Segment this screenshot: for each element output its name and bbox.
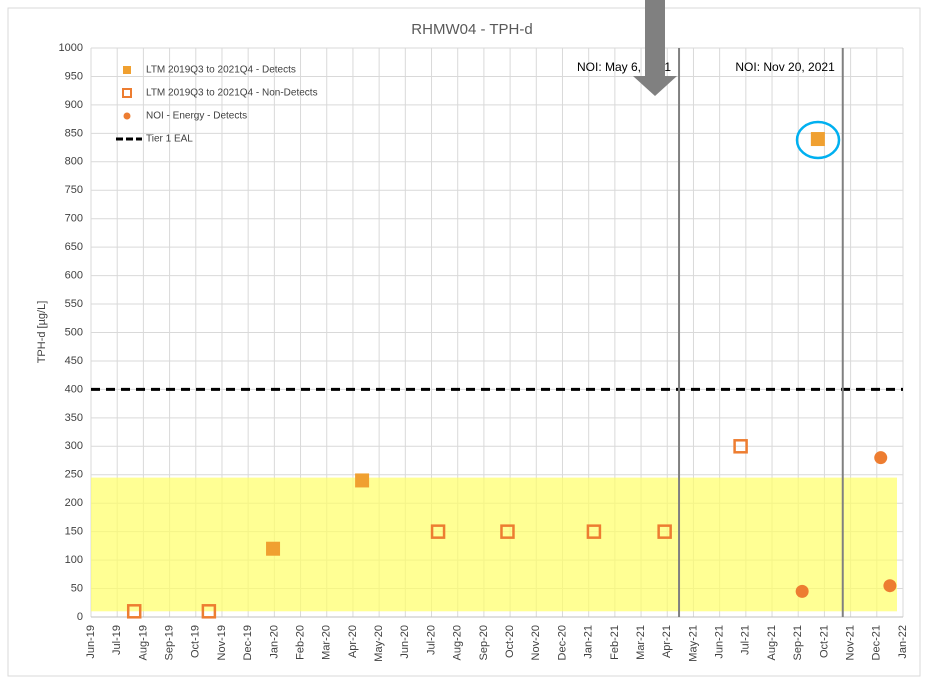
legend-marker xyxy=(122,88,132,98)
x-tick-label: Feb-20 xyxy=(294,625,306,660)
x-tick-label: Jul-21 xyxy=(740,625,752,655)
legend-label: LTM 2019Q3 to 2021Q4 - Non-Detects xyxy=(146,88,318,99)
point xyxy=(266,541,281,556)
x-tick-label: May-21 xyxy=(687,625,699,662)
point xyxy=(810,132,825,147)
y-tick-label: 700 xyxy=(65,213,83,225)
legend-marker xyxy=(123,66,131,74)
legend-label: LTM 2019Q3 to 2021Q4 - Detects xyxy=(146,65,296,76)
point xyxy=(874,451,888,465)
x-tick-label: Jan-21 xyxy=(583,625,595,659)
x-tick-label: Mar-20 xyxy=(321,625,333,660)
x-tick-label: Nov-20 xyxy=(530,625,542,660)
point xyxy=(795,584,809,598)
arrow-shaft xyxy=(645,0,665,76)
x-tick-label: Apr-20 xyxy=(347,625,359,658)
x-tick-label: Jul-20 xyxy=(425,625,437,655)
y-tick-label: 400 xyxy=(65,383,83,395)
y-tick-label: 650 xyxy=(65,241,83,253)
y-axis-label: TPH-d [µg/L] xyxy=(36,301,48,364)
x-tick-label: Jun-19 xyxy=(85,625,97,659)
chart-title: RHMW04 - TPH-d xyxy=(411,21,532,38)
x-tick-label: Oct-20 xyxy=(504,625,516,658)
x-tick-label: Sep-21 xyxy=(792,625,804,660)
x-tick-label: Dec-20 xyxy=(556,625,568,660)
y-tick-label: 150 xyxy=(65,526,83,538)
legend-label: Tier 1 EAL xyxy=(146,134,193,145)
x-tick-label: Jan-20 xyxy=(268,625,280,659)
x-tick-label: Sep-19 xyxy=(163,625,175,660)
y-tick-label: 600 xyxy=(65,270,83,282)
point xyxy=(657,524,672,539)
point xyxy=(355,473,370,488)
y-tick-label: 250 xyxy=(65,469,83,481)
y-tick-label: 750 xyxy=(65,184,83,196)
band xyxy=(91,477,897,612)
x-tick-label: Jun-21 xyxy=(714,625,726,659)
legend-label: NOI - Energy - Detects xyxy=(146,111,247,122)
y-tick-label: 100 xyxy=(65,554,83,566)
point xyxy=(733,439,748,454)
x-tick-label: May-20 xyxy=(373,625,385,662)
y-tick-label: 550 xyxy=(65,298,83,310)
y-tick-label: 350 xyxy=(65,412,83,424)
x-tick-label: Dec-19 xyxy=(242,625,254,660)
point xyxy=(430,524,446,539)
point xyxy=(126,604,142,619)
y-tick-label: 500 xyxy=(65,326,83,338)
x-tick-label: Aug-21 xyxy=(766,625,778,660)
x-tick-label: Oct-21 xyxy=(818,625,830,658)
y-tick-label: 0 xyxy=(77,611,83,623)
y-tick-label: 950 xyxy=(65,70,83,82)
y-tick-label: 450 xyxy=(65,355,83,367)
point xyxy=(883,579,897,593)
y-tick-label: 50 xyxy=(71,582,83,594)
y-tick-label: 300 xyxy=(65,440,83,452)
x-tick-label: Aug-19 xyxy=(137,625,149,660)
arrow-head xyxy=(633,76,677,96)
x-tick-label: Jan-22 xyxy=(897,625,909,659)
point xyxy=(201,604,217,619)
x-tick-label: Oct-19 xyxy=(190,625,202,658)
y-tick-label: 200 xyxy=(65,497,83,509)
x-tick-label: Sep-20 xyxy=(478,625,490,660)
event-label: NOI: Nov 20, 2021 xyxy=(735,60,835,74)
x-tick-label: Nov-21 xyxy=(845,625,857,660)
y-tick-label: 850 xyxy=(65,127,83,139)
legend-marker xyxy=(123,112,131,120)
x-tick-label: Jul-19 xyxy=(111,625,123,655)
y-tick-label: 1000 xyxy=(59,42,83,54)
x-tick-label: Feb-21 xyxy=(609,625,621,660)
point xyxy=(500,524,515,539)
x-tick-label: Mar-21 xyxy=(635,625,647,660)
x-tick-label: Nov-19 xyxy=(216,625,228,660)
x-tick-label: Dec-21 xyxy=(871,625,883,660)
x-tick-label: Jun-20 xyxy=(399,625,411,659)
x-tick-label: Aug-20 xyxy=(452,625,464,660)
y-tick-label: 900 xyxy=(65,99,83,111)
highlight-circle xyxy=(795,120,841,160)
y-tick-label: 800 xyxy=(65,156,83,168)
x-tick-label: Apr-21 xyxy=(661,625,673,658)
point xyxy=(586,524,602,539)
